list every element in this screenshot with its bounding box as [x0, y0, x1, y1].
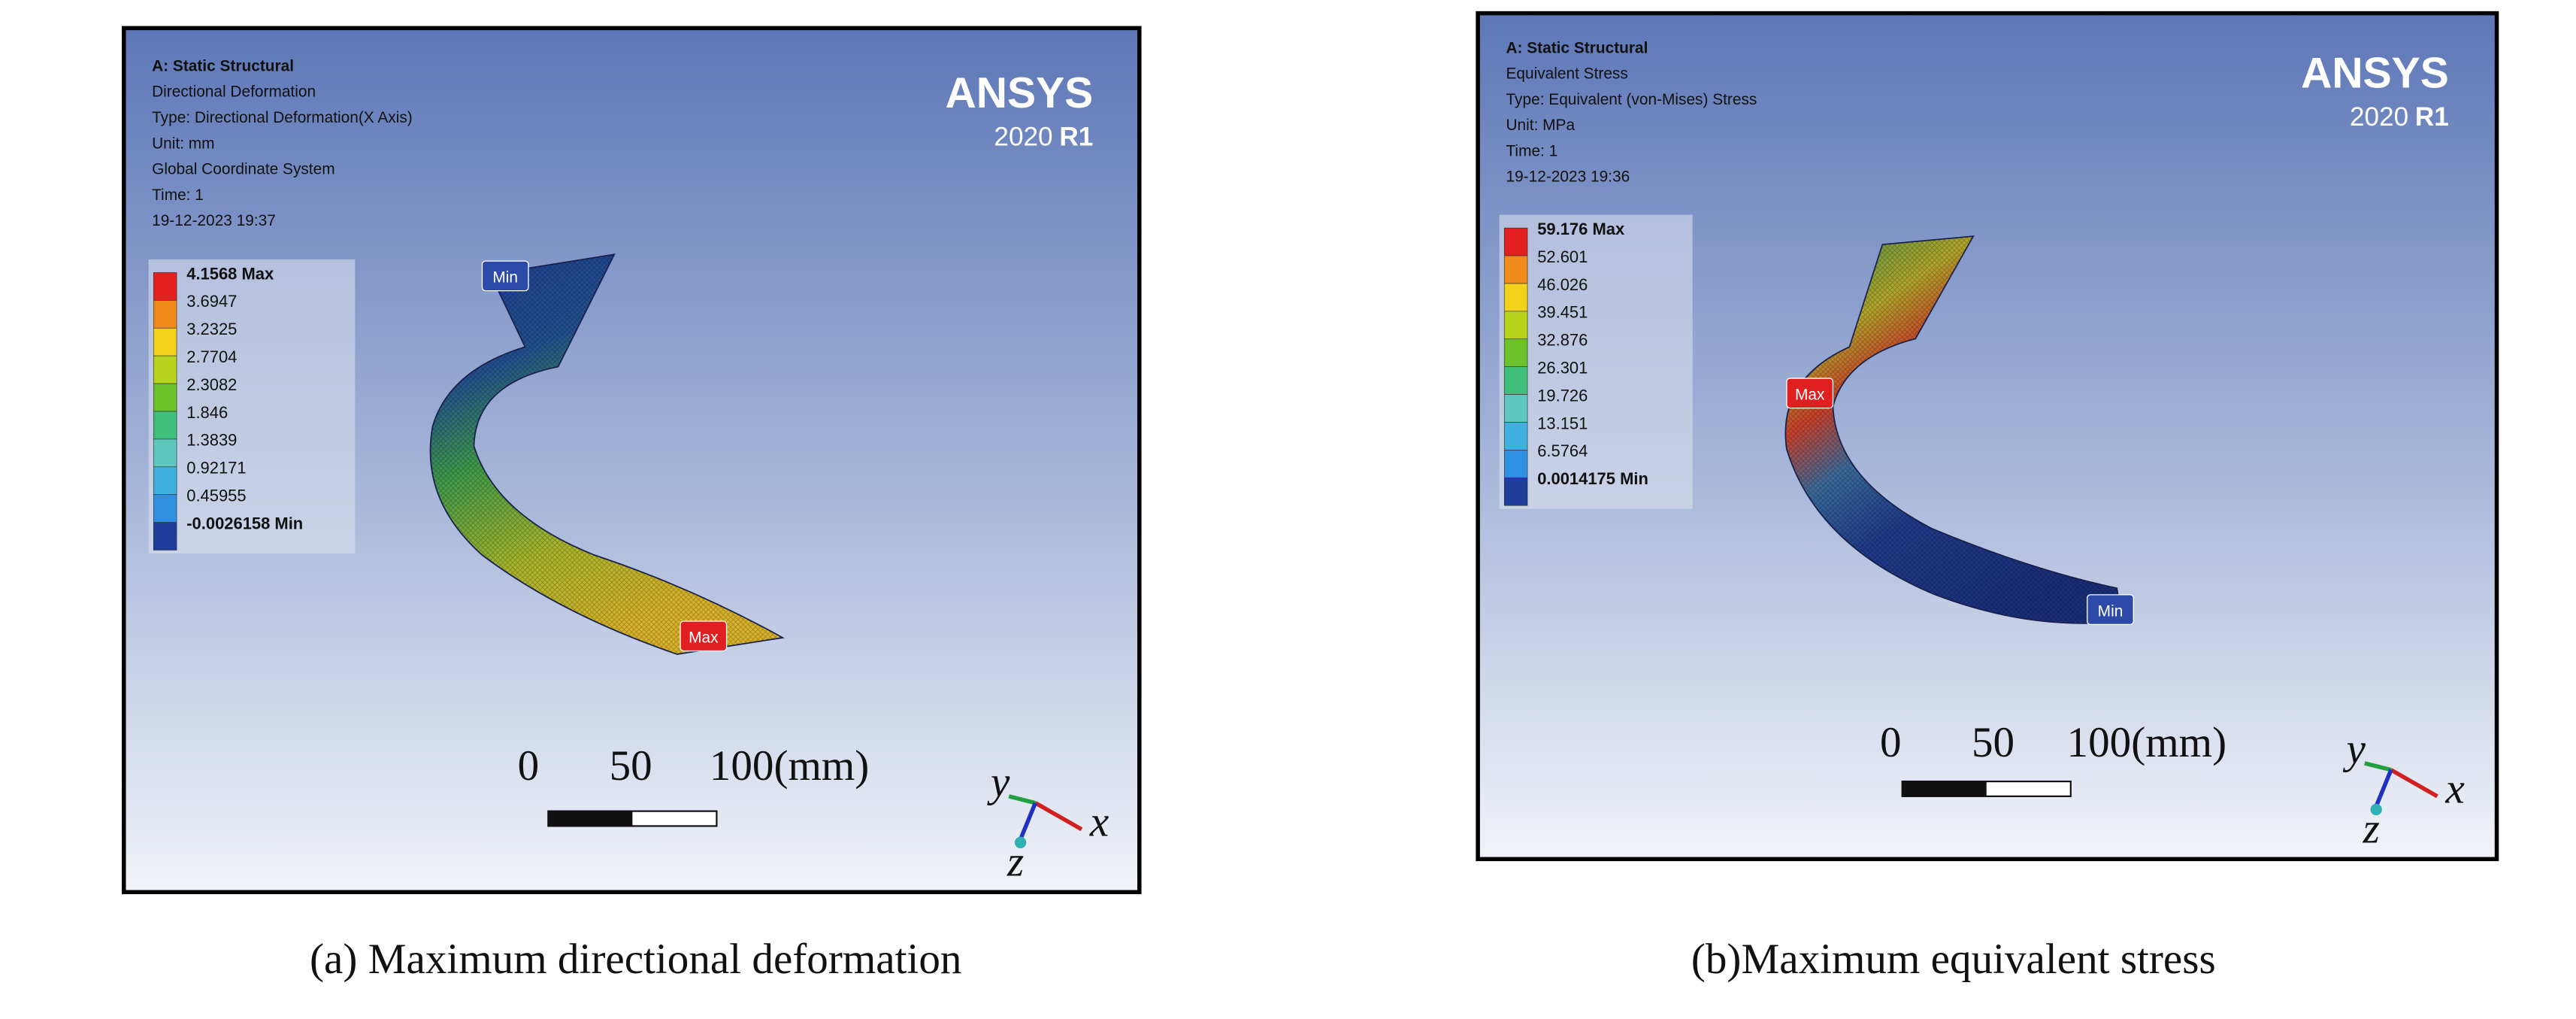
legend-swatch [1503, 283, 1528, 312]
min-probe-box [481, 260, 529, 292]
legend-label: 13.151 [1537, 414, 1588, 432]
axis-z-label: z [1006, 838, 1024, 885]
logo-year: 2020 [2350, 102, 2408, 132]
part-mesh [430, 254, 783, 654]
axis-x-label: x [1089, 799, 1109, 846]
legend-swatch [153, 272, 177, 301]
legend-swatch [153, 327, 177, 356]
axis-x-arrow [1034, 801, 1083, 832]
logo-release: R1 [1059, 122, 1093, 151]
scale-label: 0 [1880, 719, 1902, 766]
legend-swatch [153, 411, 177, 440]
legend-swatch [153, 522, 177, 550]
min-probe-text: Min [2098, 602, 2123, 620]
legend-label: 1.3839 [186, 431, 237, 450]
axis-y-label: y [987, 759, 1010, 806]
scale-label: 100(mm) [710, 742, 870, 790]
scale-label: 50 [1972, 719, 2014, 766]
header-line: Time: 1 [152, 187, 204, 204]
legend-label: 19.726 [1537, 386, 1588, 405]
legend-swatch [1503, 394, 1528, 423]
legend-box [1499, 214, 1693, 509]
axis-z-arrow [1019, 802, 1037, 841]
header-line: 19-12-2023 19:37 [152, 212, 276, 229]
legend-label: 1.846 [186, 403, 228, 422]
logo-brand: ANSYS [2301, 49, 2449, 97]
header-line: Unit: mm [152, 135, 214, 152]
legend-label: 32.876 [1537, 331, 1588, 350]
legend-label: 3.6947 [186, 292, 237, 311]
legend-swatch [153, 494, 177, 523]
legend-label: 6.5764 [1537, 441, 1588, 460]
axis-z-arrow [2374, 769, 2393, 808]
legend-label: 0.92171 [186, 459, 246, 478]
logo-version: 2020 R1 [994, 122, 1093, 151]
header-line: Type: Directional Deformation(X Axis) [152, 109, 413, 126]
scale-label: 0 [518, 742, 540, 790]
legend-label: -0.0026158 Min [186, 514, 303, 532]
legend-swatch [1503, 477, 1528, 506]
legend-swatch [1503, 311, 1528, 340]
legend-swatch [153, 355, 177, 384]
axis-z-dot [2370, 803, 2382, 816]
legend-swatch [1503, 255, 1528, 284]
header-line: A: Static Structural [152, 57, 294, 74]
scale-label: 100(mm) [2067, 719, 2227, 766]
axis-z-dot [1014, 836, 1027, 849]
axis-x-arrow [2390, 768, 2438, 799]
header-line: Directional Deformation [152, 83, 316, 101]
axis-y-arrow [1008, 794, 1037, 805]
max-probe-box [1786, 378, 1834, 409]
min-probe-box [2087, 594, 2134, 626]
legend-swatch [153, 438, 177, 468]
header-line: Global Coordinate System [152, 161, 334, 178]
legend-box [148, 259, 356, 553]
axis-x-label: x [2444, 766, 2464, 813]
header-line: A: Static Structural [1506, 39, 1648, 56]
legend-label: 3.2325 [186, 320, 237, 338]
max-probe-text: Max [689, 629, 719, 647]
legend-label: 2.3082 [186, 375, 237, 394]
header-line: 19-12-2023 19:36 [1506, 168, 1630, 186]
scale-bar-black [548, 811, 633, 826]
max-probe-text: Max [1795, 387, 1825, 404]
legend-label: 59.176 Max [1537, 220, 1625, 238]
legend-label: 26.301 [1537, 358, 1588, 377]
part-mesh [1785, 236, 2122, 623]
header-line: Type: Equivalent (von-Mises) Stress [1506, 91, 1757, 108]
logo-brand: ANSYS [946, 69, 1094, 117]
legend-swatch [153, 466, 177, 496]
header-line: Time: 1 [1506, 142, 1557, 159]
logo-version: 2020 R1 [2350, 102, 2449, 132]
legend-label: 4.1568 Max [186, 264, 274, 283]
min-probe-text: Min [492, 269, 518, 287]
legend-label: 2.7704 [186, 347, 237, 366]
caption: (b)Maximum equivalent stress [1691, 936, 2216, 983]
caption: (a) Maximum directional deformation [310, 936, 961, 983]
legend-swatch [1503, 422, 1528, 450]
legend-swatch [153, 383, 177, 412]
header-line: Equivalent Stress [1506, 65, 1627, 83]
max-probe-box [680, 620, 728, 652]
legend-swatch [153, 300, 177, 329]
legend-swatch [1503, 450, 1528, 478]
legend-label: 46.026 [1537, 275, 1588, 294]
legend-label: 0.0014175 Min [1537, 469, 1648, 488]
legend-swatch [1503, 366, 1528, 395]
legend-label: 52.601 [1537, 247, 1588, 266]
axis-y-label: y [2343, 726, 2366, 773]
scale-bar-black [1902, 781, 1987, 796]
legend-label: 0.45955 [186, 487, 246, 505]
logo-release: R1 [2415, 102, 2449, 132]
legend-label: 39.451 [1537, 303, 1588, 322]
scale-label: 50 [610, 742, 652, 790]
axis-z-label: z [2363, 805, 2380, 852]
legend-swatch [1503, 338, 1528, 368]
logo-year: 2020 [994, 122, 1052, 151]
legend-swatch [1503, 227, 1528, 256]
axis-y-arrow [2364, 761, 2392, 772]
header-line: Unit: MPa [1506, 117, 1575, 134]
